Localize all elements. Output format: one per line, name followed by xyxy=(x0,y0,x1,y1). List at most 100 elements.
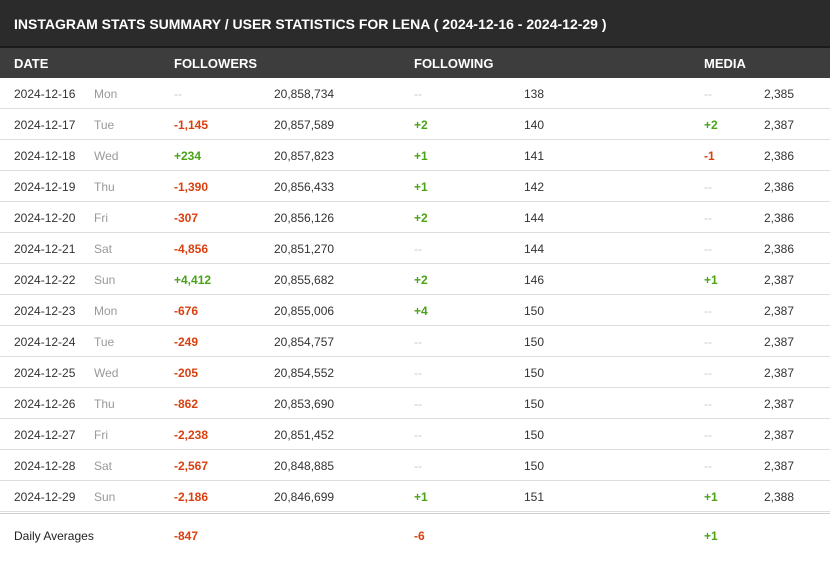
cell-followers-total: 20,848,885 xyxy=(274,459,335,473)
cell-day: Fri xyxy=(94,211,108,225)
cell-day: Sun xyxy=(94,490,116,504)
cell-media-total: 2,386 xyxy=(764,149,795,163)
cell-date: 2024-12-21 xyxy=(14,242,76,256)
cell-following-total: 140 xyxy=(524,118,545,132)
cell-following-change: +2 xyxy=(414,118,428,132)
header-following: FOLLOWING xyxy=(414,56,494,71)
cell-day: Wed xyxy=(94,149,119,163)
table-row: 2024-12-29 Sun -2,186 20,846,699 +1 151 … xyxy=(0,481,830,512)
cell-followers-change: -2,567 xyxy=(174,459,209,473)
cell-day: Sat xyxy=(94,459,113,473)
cell-date: 2024-12-19 xyxy=(14,180,76,194)
cell-media-change: -- xyxy=(704,211,712,225)
cell-media-total: 2,387 xyxy=(764,304,795,318)
averages-followers: -847 xyxy=(174,529,199,543)
cell-following-change: +2 xyxy=(414,211,428,225)
table-header: DATE FOLLOWERS FOLLOWING MEDIA xyxy=(0,48,830,78)
table-row: 2024-12-17 Tue -1,145 20,857,589 +2 140 … xyxy=(0,109,830,140)
cell-media-total: 2,387 xyxy=(764,335,795,349)
table-row: 2024-12-23 Mon -676 20,855,006 +4 150 --… xyxy=(0,295,830,326)
cell-following-change: +1 xyxy=(414,180,428,194)
cell-following-change: +2 xyxy=(414,273,428,287)
cell-media-change: -1 xyxy=(704,149,715,163)
cell-following-total: 144 xyxy=(524,211,545,225)
cell-following-total: 141 xyxy=(524,149,545,163)
cell-following-change: -- xyxy=(414,397,422,411)
cell-date: 2024-12-16 xyxy=(14,87,76,101)
cell-day: Wed xyxy=(94,366,119,380)
cell-following-total: 142 xyxy=(524,180,545,194)
cell-media-change: +2 xyxy=(704,118,718,132)
cell-followers-change: +4,412 xyxy=(174,273,212,287)
cell-media-change: -- xyxy=(704,428,712,442)
cell-following-change: +4 xyxy=(414,304,428,318)
cell-media-total: 2,387 xyxy=(764,366,795,380)
table-row: 2024-12-20 Fri -307 20,856,126 +2 144 --… xyxy=(0,202,830,233)
cell-following-total: 150 xyxy=(524,304,545,318)
table-row: 2024-12-25 Wed -205 20,854,552 -- 150 --… xyxy=(0,357,830,388)
cell-followers-total: 20,853,690 xyxy=(274,397,335,411)
cell-following-change: +1 xyxy=(414,149,428,163)
cell-date: 2024-12-25 xyxy=(14,366,76,380)
cell-day: Mon xyxy=(94,304,118,318)
cell-date: 2024-12-24 xyxy=(14,335,76,349)
cell-following-total: 138 xyxy=(524,87,545,101)
averages-media: +1 xyxy=(704,529,718,543)
cell-followers-total: 20,846,699 xyxy=(274,490,335,504)
cell-media-total: 2,387 xyxy=(764,428,795,442)
cell-followers-change: -4,856 xyxy=(174,242,209,256)
cell-day: Thu xyxy=(94,397,115,411)
cell-followers-total: 20,854,757 xyxy=(274,335,335,349)
table-row: 2024-12-22 Sun +4,412 20,855,682 +2 146 … xyxy=(0,264,830,295)
cell-followers-change: -249 xyxy=(174,335,199,349)
cell-followers-change: -862 xyxy=(174,397,199,411)
cell-media-total: 2,386 xyxy=(764,211,795,225)
cell-media-total: 2,388 xyxy=(764,490,795,504)
cell-following-total: 150 xyxy=(524,459,545,473)
cell-media-total: 2,387 xyxy=(764,273,795,287)
cell-day: Tue xyxy=(94,118,115,132)
cell-media-total: 2,386 xyxy=(764,180,795,194)
page-title: INSTAGRAM STATS SUMMARY / USER STATISTIC… xyxy=(0,0,830,48)
cell-following-total: 151 xyxy=(524,490,545,504)
cell-followers-total: 20,855,006 xyxy=(274,304,335,318)
cell-followers-change: -2,238 xyxy=(174,428,209,442)
cell-media-total: 2,387 xyxy=(764,118,795,132)
cell-day: Tue xyxy=(94,335,115,349)
table-row: 2024-12-18 Wed +234 20,857,823 +1 141 -1… xyxy=(0,140,830,171)
cell-media-change: +1 xyxy=(704,273,718,287)
cell-media-change: -- xyxy=(704,242,712,256)
table-row: 2024-12-27 Fri -2,238 20,851,452 -- 150 … xyxy=(0,419,830,450)
stats-table-body: 2024-12-16 Mon -- 20,858,734 -- 138 -- 2… xyxy=(0,78,830,512)
daily-averages-row: Daily Averages -847 -6 +1 xyxy=(0,513,830,556)
cell-media-change: -- xyxy=(704,397,712,411)
cell-media-total: 2,387 xyxy=(764,459,795,473)
cell-date: 2024-12-27 xyxy=(14,428,76,442)
cell-following-change: -- xyxy=(414,87,422,101)
cell-followers-total: 20,856,433 xyxy=(274,180,335,194)
cell-following-total: 150 xyxy=(524,397,545,411)
cell-media-change: -- xyxy=(704,459,712,473)
cell-followers-total: 20,851,452 xyxy=(274,428,335,442)
cell-followers-total: 20,857,589 xyxy=(274,118,335,132)
header-date: DATE xyxy=(14,56,49,71)
cell-day: Thu xyxy=(94,180,115,194)
cell-following-total: 150 xyxy=(524,335,545,349)
cell-day: Sat xyxy=(94,242,113,256)
cell-followers-change: -1,145 xyxy=(174,118,209,132)
cell-followers-total: 20,857,823 xyxy=(274,149,335,163)
header-media: MEDIA xyxy=(704,56,746,71)
cell-day: Sun xyxy=(94,273,116,287)
cell-following-total: 144 xyxy=(524,242,545,256)
cell-date: 2024-12-28 xyxy=(14,459,76,473)
cell-following-total: 150 xyxy=(524,428,545,442)
cell-following-change: -- xyxy=(414,428,422,442)
cell-media-change: -- xyxy=(704,304,712,318)
cell-date: 2024-12-26 xyxy=(14,397,76,411)
cell-following-change: -- xyxy=(414,366,422,380)
table-row: 2024-12-28 Sat -2,567 20,848,885 -- 150 … xyxy=(0,450,830,481)
cell-following-change: -- xyxy=(414,459,422,473)
cell-date: 2024-12-22 xyxy=(14,273,76,287)
cell-date: 2024-12-20 xyxy=(14,211,76,225)
cell-following-change: -- xyxy=(414,335,422,349)
